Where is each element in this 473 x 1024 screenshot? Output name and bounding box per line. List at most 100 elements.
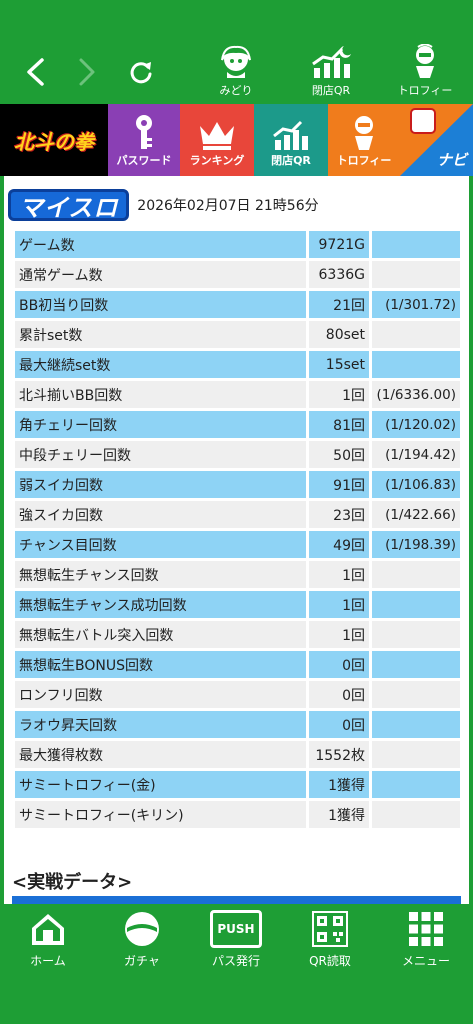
trophy-figure-icon <box>416 44 434 78</box>
table-row: 角チェリー回数 81回 (1/120.02) <box>15 411 460 438</box>
myslo-logo: マイスロ <box>8 189 130 222</box>
tile-navi[interactable]: ナビ <box>400 104 473 176</box>
table-row: 無想転生チャンス回数 1回 <box>15 561 460 588</box>
chevron-right-icon <box>79 58 95 86</box>
table-row: サミートロフィー(キリン) 1獲得 <box>15 801 460 828</box>
tile-closing-qr[interactable]: 閉店QR <box>254 104 328 176</box>
tile-hokuto-logo[interactable]: 北斗の拳 <box>0 104 108 176</box>
home-icon <box>32 914 64 945</box>
push-badge: PUSH <box>217 922 255 936</box>
tile-password[interactable]: パスワード <box>108 104 180 176</box>
stat-label: 無想転生チャンス成功回数 <box>15 591 306 618</box>
back-button[interactable] <box>18 55 52 89</box>
stat-probability: (1/422.66) <box>372 501 460 528</box>
table-row: 通常ゲーム数 6336G <box>15 261 460 288</box>
stat-label: 北斗揃いBB回数 <box>15 381 306 408</box>
stat-value: 0回 <box>309 651 369 678</box>
stat-value: 1回 <box>309 591 369 618</box>
stat-probability: (1/106.83) <box>372 471 460 498</box>
stat-probability <box>372 771 460 798</box>
stat-value: 1552枚 <box>309 741 369 768</box>
stat-label: ゲーム数 <box>15 231 306 258</box>
stat-label: 弱スイカ回数 <box>15 471 306 498</box>
stat-label: 無想転生BONUS回数 <box>15 651 306 678</box>
top-item-trophy[interactable]: トロフィー <box>390 44 460 100</box>
forward-button[interactable] <box>70 55 104 89</box>
bottom-tabbar: ホーム ガチャ PUSH パス発行 QR読取 メニュー <box>0 904 473 1024</box>
stat-value: 1回 <box>309 561 369 588</box>
header-row: マイスロ 2026年02月07日 21時56分 <box>8 186 319 224</box>
stat-label: 角チェリー回数 <box>15 411 306 438</box>
tab-home[interactable]: ホーム <box>8 910 88 974</box>
section-title: <実戦データ> <box>12 872 133 893</box>
stat-value: 21回 <box>309 291 369 318</box>
tab-pass-issue[interactable]: PUSH パス発行 <box>196 910 276 974</box>
table-row: サミートロフィー(金) 1獲得 <box>15 771 460 798</box>
stat-probability <box>372 741 460 768</box>
tab-qr-read[interactable]: QR読取 <box>290 910 370 974</box>
stat-probability: (1/301.72) <box>372 291 460 318</box>
stat-value: 49回 <box>309 531 369 558</box>
stat-label: 最大継続set数 <box>15 351 306 378</box>
stat-value: 1回 <box>309 621 369 648</box>
table-row: 北斗揃いBB回数 1回 (1/6336.00) <box>15 381 460 408</box>
stat-label: サミートロフィー(金) <box>15 771 306 798</box>
tab-label: メニュー <box>401 954 450 968</box>
table-row: 強スイカ回数 23回 (1/422.66) <box>15 501 460 528</box>
stat-value: 1獲得 <box>309 771 369 798</box>
tile-label: ナビ <box>436 151 467 169</box>
table-row: 無想転生BONUS回数 0回 <box>15 651 460 678</box>
stat-value: 1回 <box>309 381 369 408</box>
stat-probability: (1/198.39) <box>372 531 460 558</box>
table-row: 最大獲得枚数 1552枚 <box>15 741 460 768</box>
tile-label: ランキング <box>189 154 245 167</box>
table-row: ゲーム数 9721G <box>15 231 460 258</box>
stat-probability <box>372 321 460 348</box>
tab-menu[interactable]: メニュー <box>386 910 466 974</box>
reload-button[interactable] <box>124 55 158 89</box>
tile-ranking[interactable]: ランキング <box>180 104 254 176</box>
menu-grid-icon <box>409 912 443 946</box>
stat-probability <box>372 231 460 258</box>
top-item-midori[interactable]: みどり <box>201 44 271 100</box>
push-icon: PUSH <box>210 910 262 948</box>
top-item-label: 閉店QR <box>311 84 351 97</box>
stat-probability: (1/194.42) <box>372 441 460 468</box>
table-row: ラオウ昇天回数 0回 <box>15 711 460 738</box>
stat-label: 最大獲得枚数 <box>15 741 306 768</box>
tile-label: 閉店QR <box>271 154 311 167</box>
tab-label: ホーム <box>30 954 66 968</box>
stat-probability <box>372 681 460 708</box>
tile-trophy[interactable]: トロフィー <box>328 104 400 176</box>
stat-probability: (1/6336.00) <box>372 381 460 408</box>
chart-moon-icon <box>273 120 308 150</box>
crown-icon <box>200 122 234 150</box>
chart-moon-icon <box>312 46 351 78</box>
tab-label: QR読取 <box>309 954 351 968</box>
chevron-left-icon <box>27 58 44 86</box>
stat-probability <box>372 261 460 288</box>
tile-label: トロフィー <box>336 154 392 167</box>
tab-gacha[interactable]: ガチャ <box>102 910 182 974</box>
stat-probability <box>372 351 460 378</box>
top-toolbar: みどり 閉店QR トロフィー <box>0 0 473 104</box>
table-row: 最大継続set数 15set <box>15 351 460 378</box>
category-tiles: 北斗の拳 パスワード ランキング 閉店QR トロフィー ナビ <box>0 104 473 176</box>
stat-probability <box>372 561 460 588</box>
stat-probability <box>372 651 460 678</box>
qr-icon <box>312 911 348 947</box>
stat-value: 23回 <box>309 501 369 528</box>
datetime: 2026年02月07日 21時56分 <box>137 198 319 214</box>
stats-table: ゲーム数 9721G 通常ゲーム数 6336G BB初当り回数 21回 (1/301.72)… <box>12 228 463 831</box>
main-content: マイスロ 2026年02月07日 21時56分 ゲーム数 9721G 通常ゲーム数 6… <box>0 176 473 904</box>
stat-label: 強スイカ回数 <box>15 501 306 528</box>
top-item-label: みどり <box>219 84 253 97</box>
stat-label: 中段チェリー回数 <box>15 441 306 468</box>
tile-label: パスワード <box>116 154 172 167</box>
stat-label: 無想転生バトル突入回数 <box>15 621 306 648</box>
key-icon <box>136 115 152 149</box>
stat-value: 9721G <box>309 231 369 258</box>
stat-label: 無想転生チャンス回数 <box>15 561 306 588</box>
top-item-closing-qr[interactable]: 閉店QR <box>296 44 366 100</box>
stat-value: 81回 <box>309 411 369 438</box>
